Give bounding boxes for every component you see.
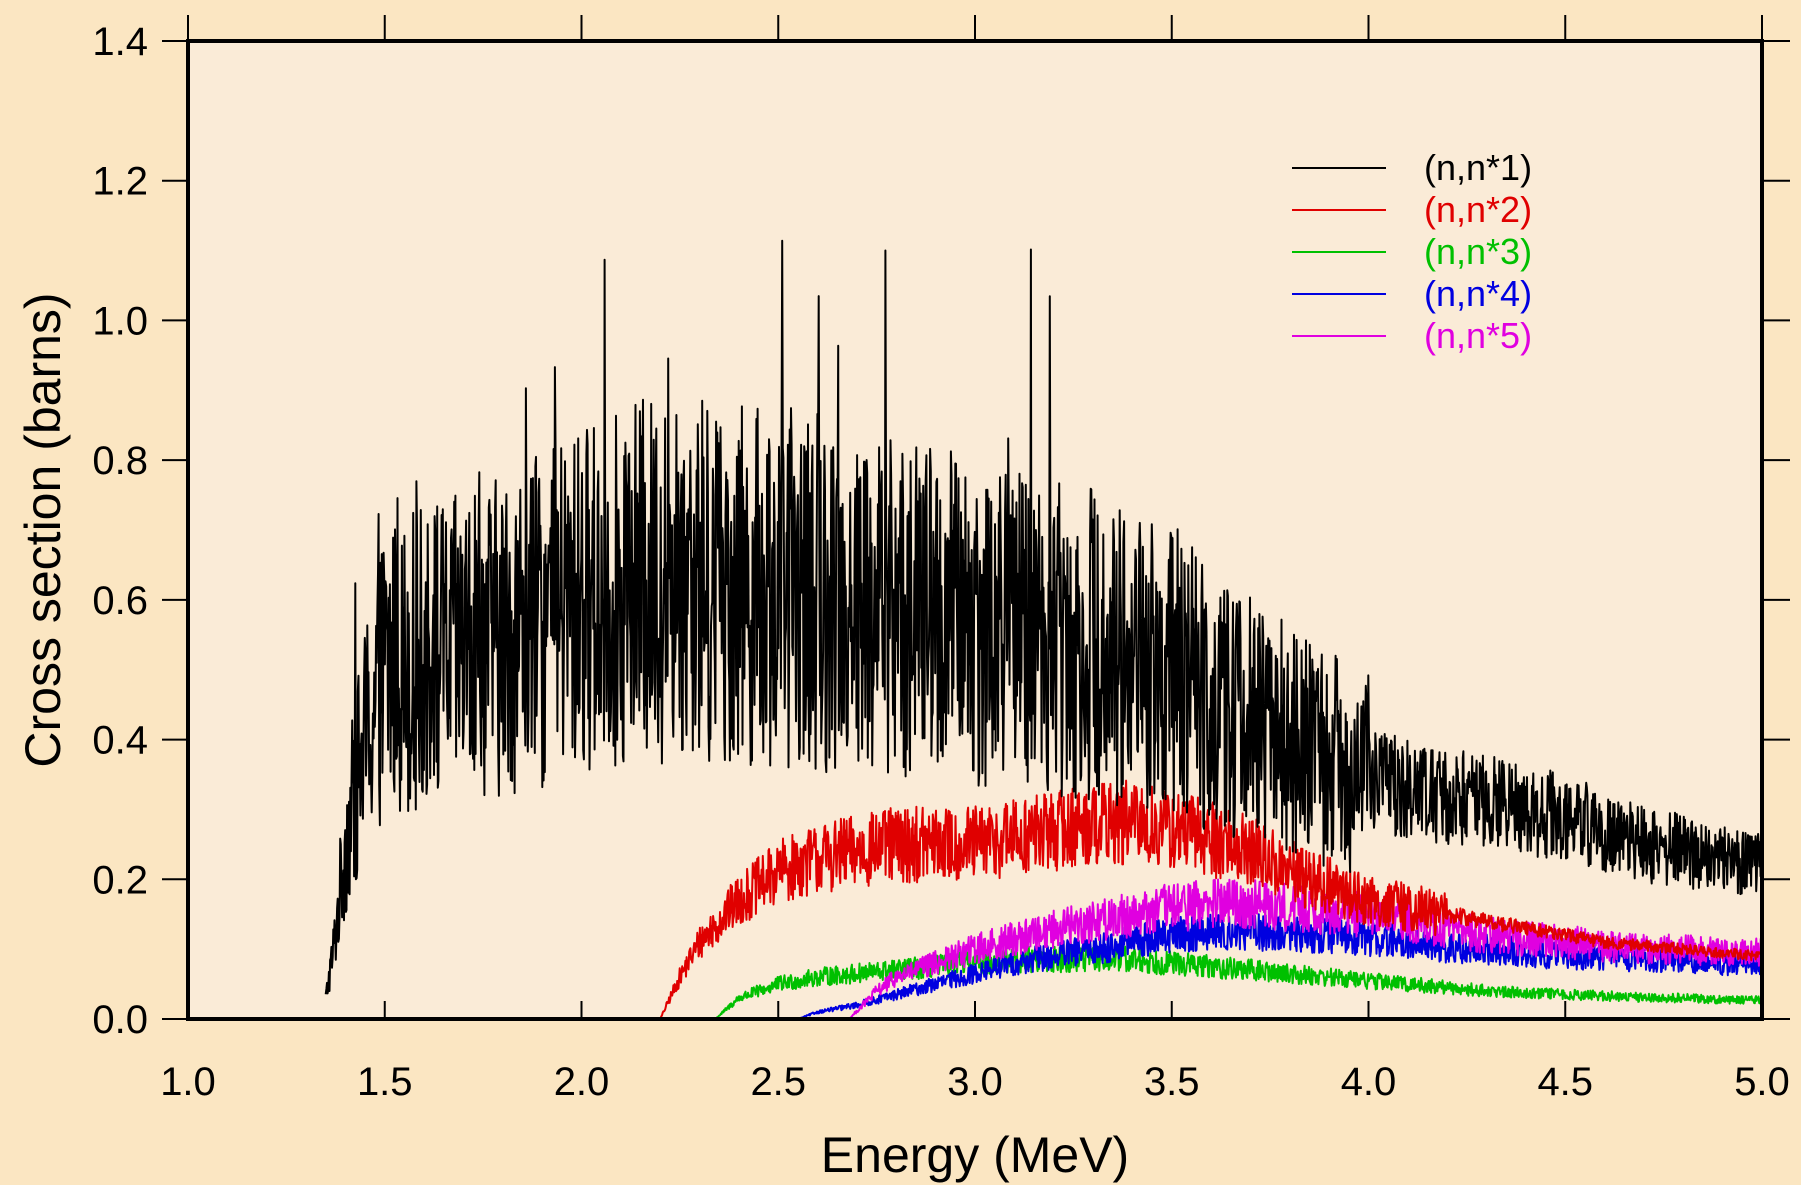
legend-label: (n,n*5) [1424,315,1532,356]
x-tick-label: 2.0 [554,1060,610,1104]
series-line [714,945,1763,1020]
y-tick-label: 0.4 [92,719,148,763]
x-tick-label: 2.5 [750,1060,806,1104]
legend-label: (n,n*1) [1424,147,1532,188]
y-tick-label: 0.0 [92,998,148,1042]
y-tick-label: 0.2 [92,858,148,902]
x-tick-label: 3.5 [1144,1060,1200,1104]
series-line [324,239,1763,995]
y-axis-title: Cross section (barns) [15,292,71,767]
x-tick-label: 3.0 [947,1060,1003,1104]
y-tick-label: 1.4 [92,20,148,64]
legend-label: (n,n*4) [1424,273,1532,314]
x-axis: 1.0 1.5 2.0 2.5 3.0 3.5 4.0 4.5 5.0 [160,15,1790,1104]
legend-label: (n,n*3) [1424,231,1532,272]
y-tick-label: 1.0 [92,299,148,343]
y-tick-label: 0.6 [92,579,148,623]
series-line [659,779,1763,1020]
legend: (n,n*1)(n,n*2)(n,n*3)(n,n*4)(n,n*5) [1292,147,1532,356]
x-axis-title: Energy (MeV) [821,1127,1129,1183]
y-tick-label: 1.2 [92,160,148,204]
series-layer [324,239,1763,1020]
y-tick-label: 0.8 [92,439,148,483]
x-tick-label: 1.5 [357,1060,413,1104]
legend-label: (n,n*2) [1424,189,1532,230]
y-axis: 0.0 0.2 0.4 0.6 0.8 1.0 1.2 1.4 [92,20,1790,1042]
x-tick-label: 4.0 [1341,1060,1397,1104]
x-tick-label: 5.0 [1734,1060,1790,1104]
x-tick-label: 1.0 [160,1060,216,1104]
x-tick-label: 4.5 [1537,1060,1593,1104]
